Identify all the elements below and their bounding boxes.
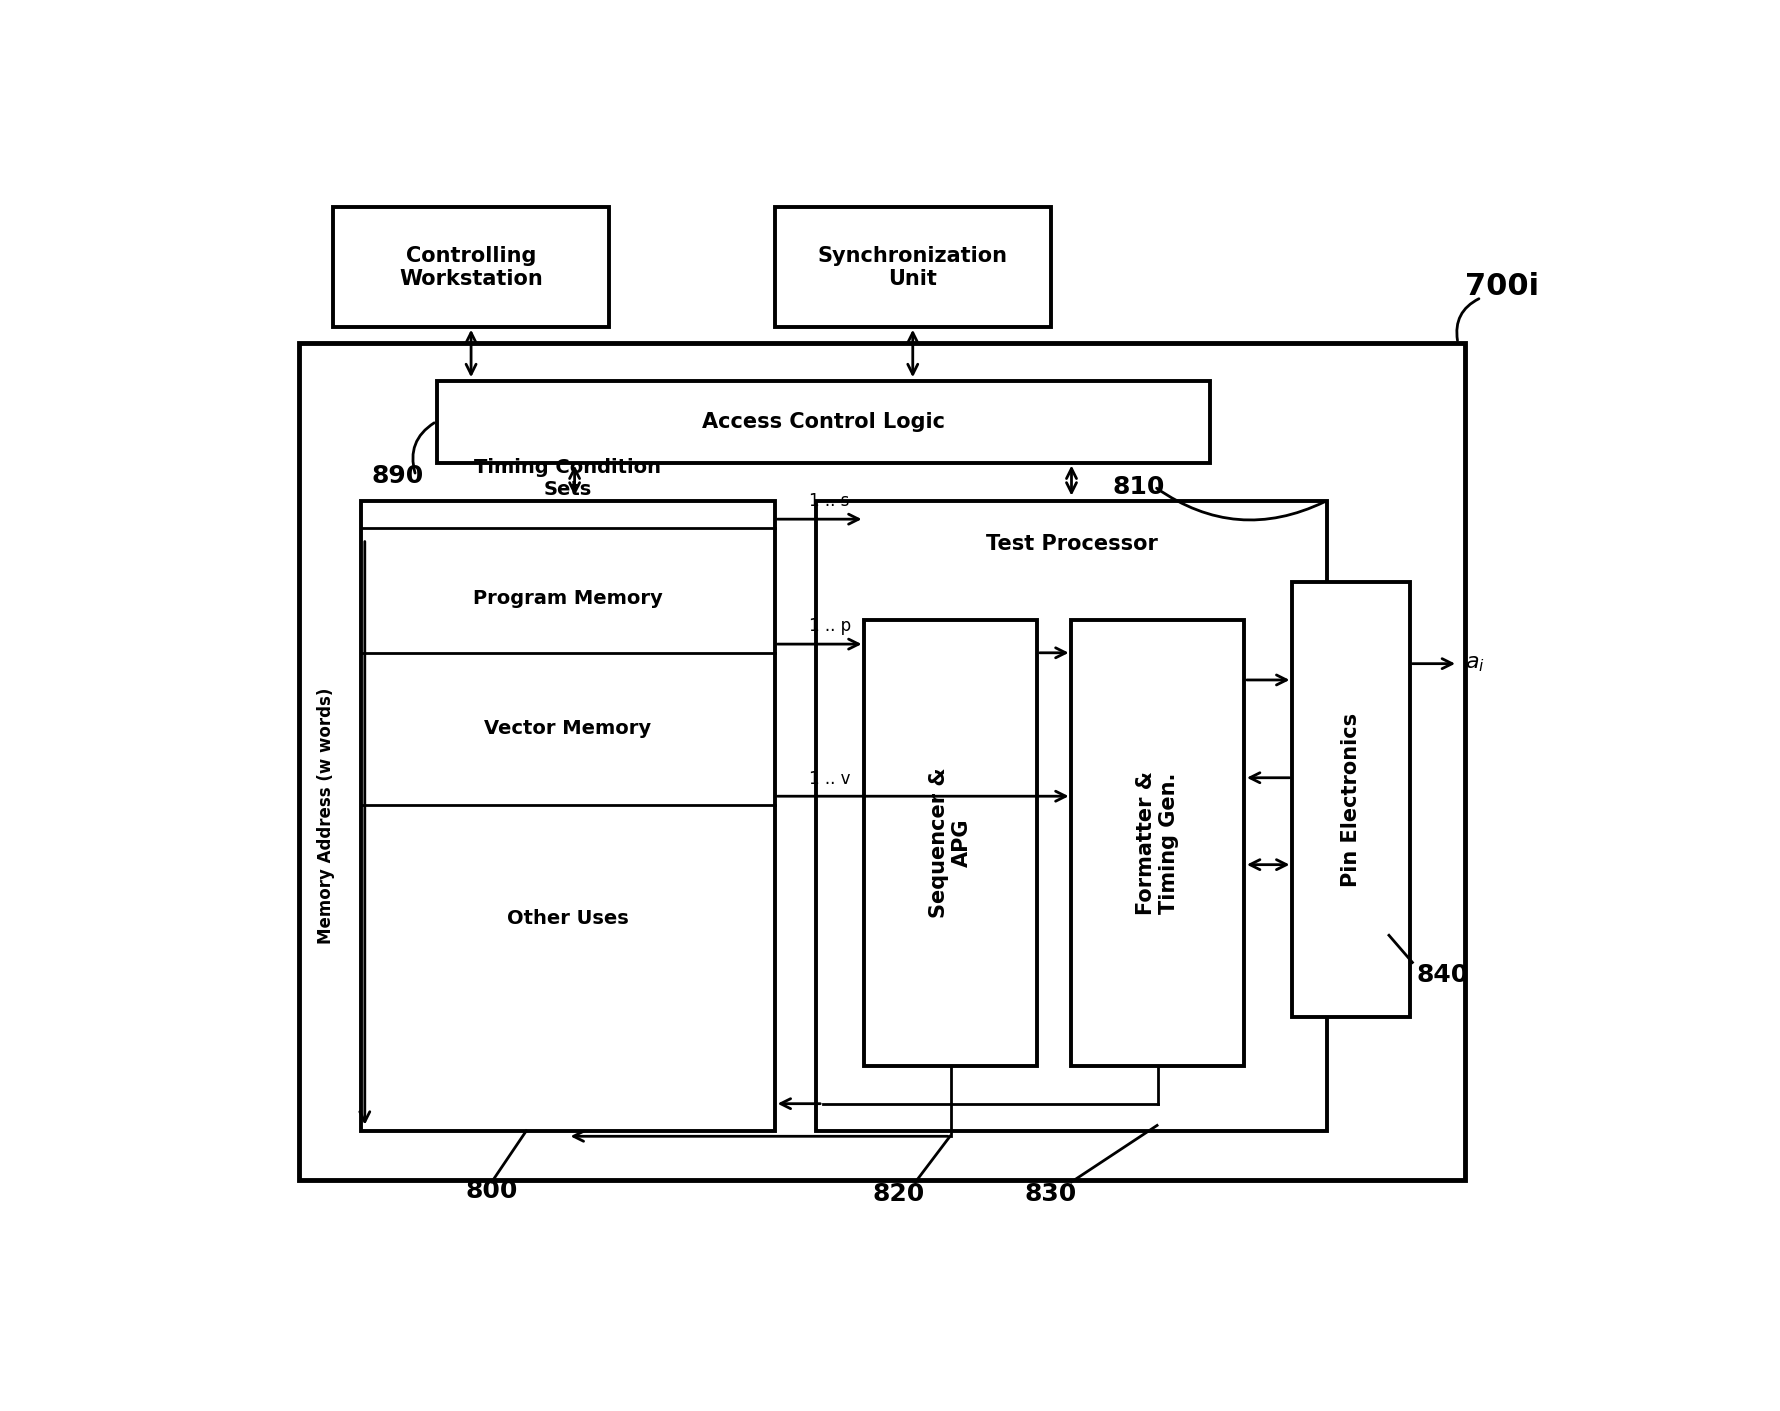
Bar xyxy=(815,501,1326,1130)
Bar xyxy=(436,381,1209,463)
Text: Test Processor: Test Processor xyxy=(984,535,1157,555)
Text: 800: 800 xyxy=(465,1178,518,1202)
Bar xyxy=(1072,621,1242,1065)
Text: 890: 890 xyxy=(372,464,424,488)
Text: Timing Condition
Sets: Timing Condition Sets xyxy=(473,459,660,499)
Text: 1 .. p: 1 .. p xyxy=(808,618,851,635)
Text: Formatter &
Timing Gen.: Formatter & Timing Gen. xyxy=(1136,770,1178,914)
Bar xyxy=(863,621,1036,1065)
Text: 810: 810 xyxy=(1112,474,1164,498)
Text: Vector Memory: Vector Memory xyxy=(484,720,651,738)
Bar xyxy=(333,207,609,327)
Text: Other Uses: Other Uses xyxy=(507,910,628,928)
Text: Memory Address (w words): Memory Address (w words) xyxy=(317,687,335,944)
Text: $a_i$: $a_i$ xyxy=(1463,653,1485,673)
Text: 830: 830 xyxy=(1023,1182,1077,1206)
Text: 700i: 700i xyxy=(1463,272,1538,301)
Bar xyxy=(774,207,1050,327)
Text: Access Control Logic: Access Control Logic xyxy=(701,412,943,432)
Bar xyxy=(299,343,1463,1180)
Text: 820: 820 xyxy=(872,1182,924,1206)
Text: Controlling
Workstation: Controlling Workstation xyxy=(399,246,543,289)
Text: Program Memory: Program Memory xyxy=(472,588,662,608)
Text: Sequencer &
APG: Sequencer & APG xyxy=(929,768,972,919)
Text: 840: 840 xyxy=(1415,964,1468,988)
Text: 1 .. v: 1 .. v xyxy=(808,769,851,787)
Text: Pin Electronics: Pin Electronics xyxy=(1340,713,1360,886)
Bar xyxy=(1292,583,1410,1017)
Text: Synchronization
Unit: Synchronization Unit xyxy=(817,246,1007,289)
Text: 1 .. s: 1 .. s xyxy=(808,492,849,511)
Bar xyxy=(360,501,774,1130)
